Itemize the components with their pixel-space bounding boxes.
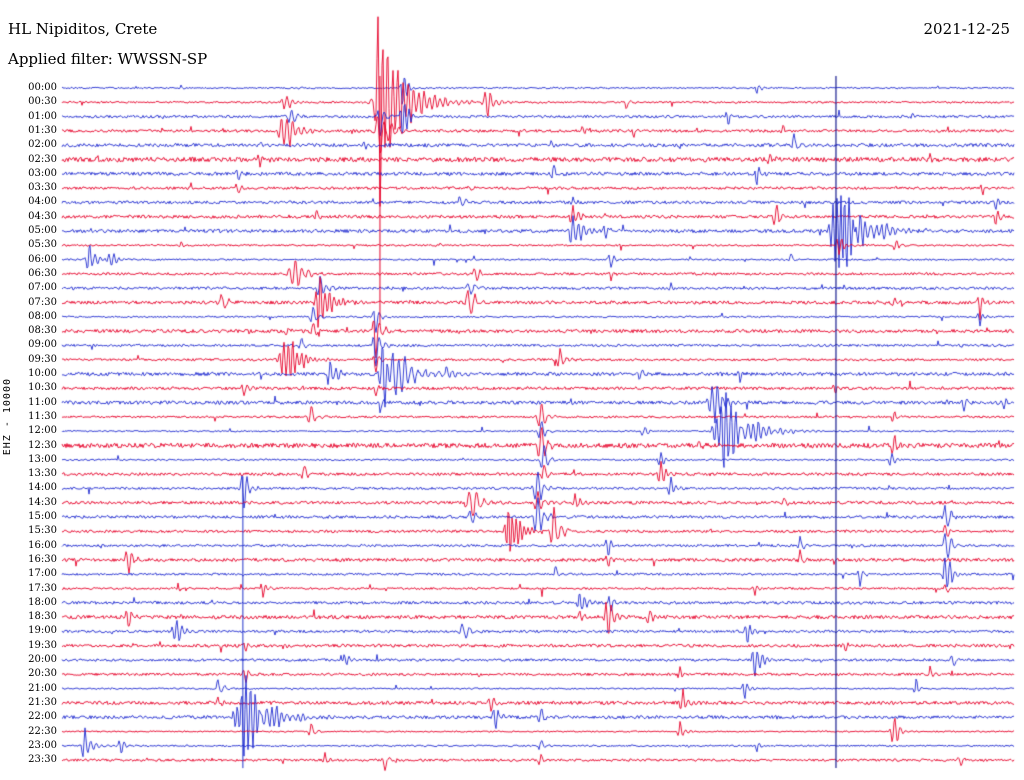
station-title: HL Nipiditos, Crete — [8, 20, 158, 38]
row-time-label: 01:00 — [28, 110, 57, 122]
row-time-label: 13:00 — [28, 453, 57, 465]
row-time-label: 16:30 — [28, 553, 57, 565]
applied-filter-label: Applied filter: WWSSN-SP — [8, 50, 208, 68]
row-time-label: 04:00 — [28, 196, 57, 208]
row-time-label: 02:00 — [28, 139, 57, 151]
row-time-label: 00:00 — [28, 82, 57, 93]
row-time-label: 23:00 — [28, 739, 57, 751]
row-time-label: 07:00 — [28, 282, 57, 294]
row-time-label: 12:00 — [28, 425, 57, 437]
row-time-label: 13:30 — [28, 468, 57, 480]
row-time-label: 14:30 — [28, 496, 57, 508]
row-time-label: 00:30 — [28, 96, 57, 108]
row-time-label: 11:30 — [28, 410, 57, 422]
row-time-label: 09:30 — [28, 353, 57, 365]
row-time-label: 12:30 — [28, 439, 57, 451]
row-time-label: 05:30 — [28, 239, 57, 251]
row-time-label: 17:30 — [28, 582, 57, 594]
row-time-label: 15:30 — [28, 525, 57, 537]
row-time-label: 10:00 — [28, 368, 57, 379]
row-time-label: 16:00 — [28, 539, 57, 551]
row-time-label: 22:30 — [28, 725, 57, 737]
row-time-label: 19:00 — [28, 625, 57, 637]
row-time-label: 15:00 — [28, 511, 57, 522]
row-time-label: 06:00 — [28, 253, 57, 265]
row-time-label: 02:30 — [28, 153, 57, 165]
row-time-label: 09:00 — [28, 339, 57, 351]
row-time-label: 20:00 — [28, 654, 57, 665]
row-time-label: 17:00 — [28, 568, 57, 580]
row-time-label: 18:30 — [28, 611, 57, 623]
row-time-label: 08:30 — [28, 325, 57, 337]
row-time-label: 04:30 — [28, 210, 57, 222]
row-time-label: 23:30 — [28, 754, 57, 766]
row-time-label: 14:00 — [28, 482, 57, 494]
row-time-label: 08:00 — [28, 310, 57, 322]
row-time-label: 11:00 — [28, 396, 57, 408]
row-time-label: 20:30 — [28, 668, 57, 680]
row-time-label: 05:00 — [28, 225, 57, 236]
row-time-label: 06:30 — [28, 267, 57, 279]
row-time-label: 10:30 — [28, 382, 57, 394]
record-date: 2021-12-25 — [923, 20, 1010, 38]
row-time-label: 21:00 — [28, 682, 57, 694]
row-time-label: 22:00 — [28, 711, 57, 723]
row-time-label: 07:30 — [28, 296, 57, 308]
row-time-label: 03:00 — [28, 167, 57, 179]
row-time-label: 03:30 — [28, 182, 57, 194]
row-time-label: 21:30 — [28, 696, 57, 708]
row-time-label: 01:30 — [28, 124, 57, 136]
row-time-label: 18:00 — [28, 596, 57, 608]
row-time-label: 19:30 — [28, 639, 57, 651]
